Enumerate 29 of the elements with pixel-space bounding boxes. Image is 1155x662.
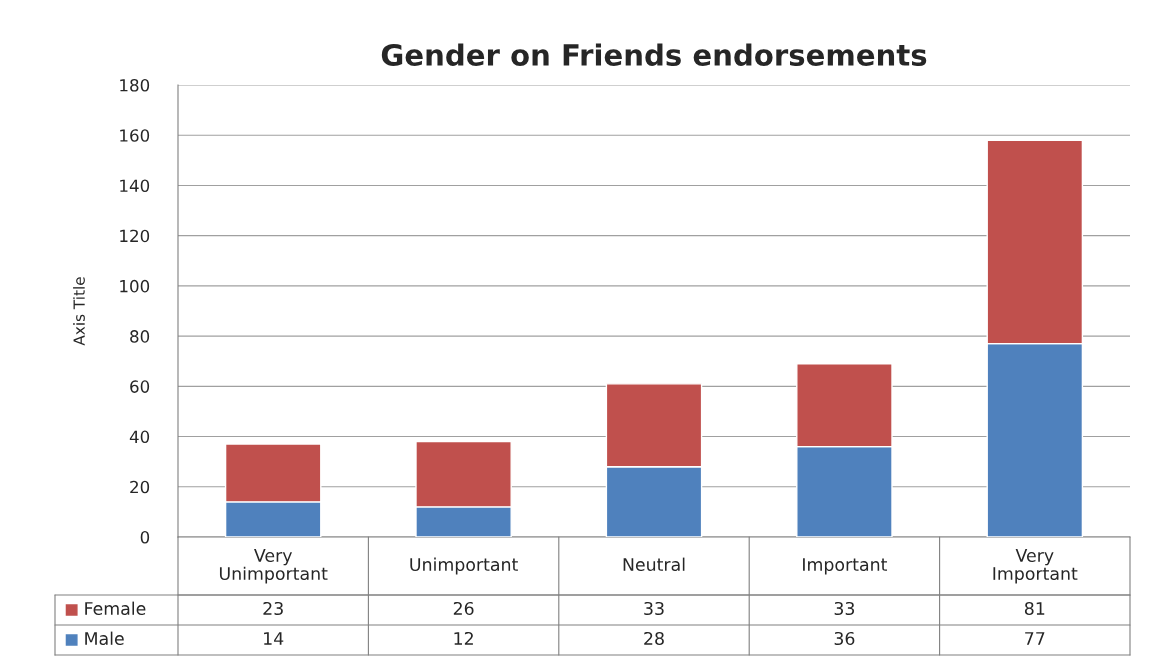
x-tick-label: Neutral: [623, 557, 685, 572]
data-label: 33: [834, 601, 855, 616]
x-tick-label: Very Important: [993, 549, 1078, 584]
legend-label: Male: [85, 631, 124, 646]
y-tick-label: 160: [120, 129, 150, 142]
data-label: 33: [644, 601, 664, 616]
x-tick-label: Important: [803, 558, 888, 575]
data-label: 28: [644, 631, 664, 646]
data-label: 77: [1025, 632, 1045, 645]
x-tick-label: Very Unimportant: [219, 549, 328, 584]
chart-title: Gender on Friends endorsements: [381, 43, 927, 66]
data-label: 14: [264, 632, 284, 645]
data-label: 26: [453, 601, 474, 616]
y-tick-label: 40: [129, 430, 150, 444]
y-tick-label: 180: [120, 78, 150, 92]
y-tick-label: 120: [120, 229, 150, 243]
x-tick-label: Unimportant: [410, 557, 518, 575]
y-tick-label: 60: [130, 380, 150, 393]
y-tick-label: 20: [130, 480, 150, 494]
data-label: 81: [1024, 601, 1045, 616]
y-axis-title: Axis Title: [73, 277, 85, 346]
y-tick-label: 80: [130, 330, 150, 343]
legend-label: Female: [85, 601, 146, 616]
y-tick-label: 0: [140, 530, 150, 544]
data-label: 12: [454, 631, 473, 645]
y-tick-label: 100: [120, 279, 150, 293]
y-tick-label: 140: [120, 179, 150, 193]
data-label: 23: [263, 601, 283, 616]
data-label: 36: [834, 631, 855, 646]
